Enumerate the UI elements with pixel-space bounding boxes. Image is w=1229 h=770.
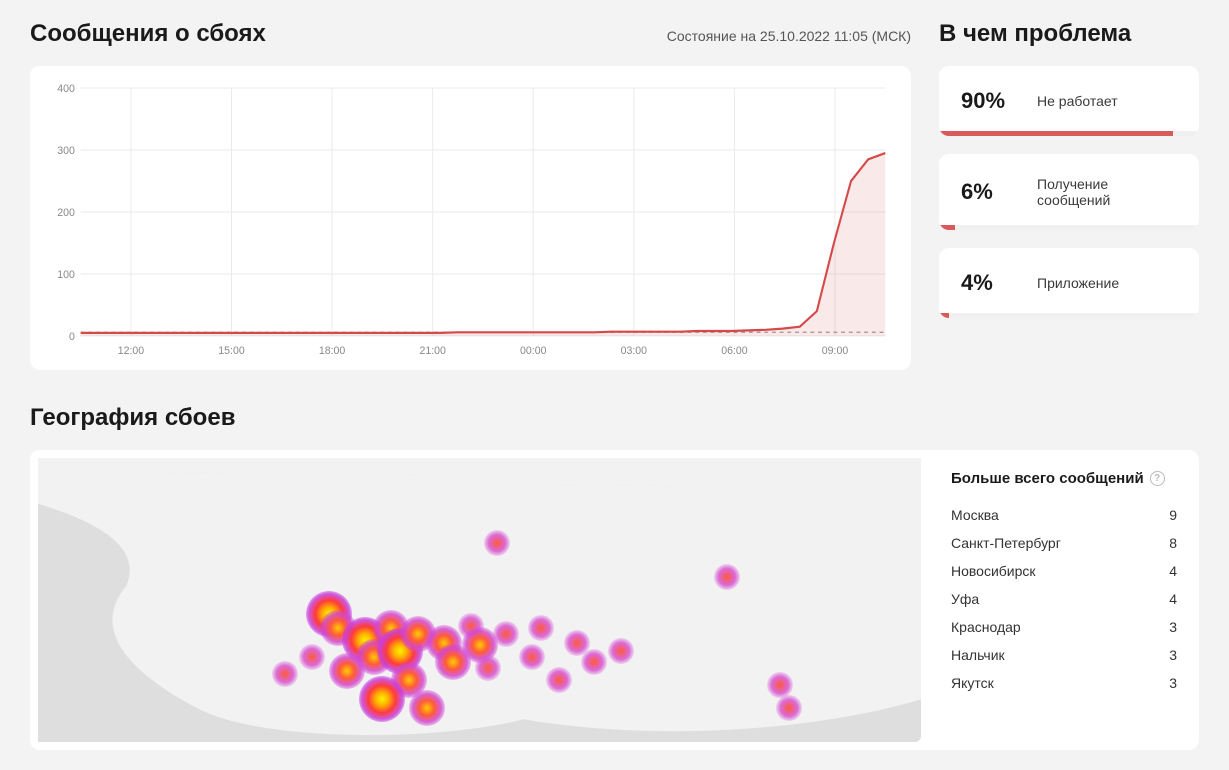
outage-chart: 0 100 200 300 400 12:00 15:00 18:00 21:00 00:00 03… [48, 80, 893, 360]
geo-city-count: 9 [1169, 507, 1177, 523]
svg-text:03:00: 03:00 [621, 345, 647, 357]
heat-dot [475, 655, 501, 681]
problem-bar-track [939, 313, 1199, 318]
svg-text:06:00: 06:00 [721, 345, 747, 357]
svg-text:09:00: 09:00 [822, 345, 848, 357]
heat-dot [409, 690, 445, 726]
heat-dot [519, 644, 545, 670]
problem-percent: 90% [961, 88, 1017, 114]
heat-dot [299, 644, 325, 670]
problem-bar-fill [939, 131, 1173, 136]
geo-city-row[interactable]: Нальчик 3 [951, 641, 1177, 669]
geo-city-count: 8 [1169, 535, 1177, 551]
problem-percent: 4% [961, 270, 1017, 296]
svg-text:18:00: 18:00 [319, 345, 345, 357]
geo-city-name: Санкт-Петербург [951, 535, 1061, 551]
geo-city-row[interactable]: Москва 9 [951, 501, 1177, 529]
problem-label: Получение сообщений [1037, 176, 1177, 208]
heat-dot [272, 661, 298, 687]
problems-title: В чем проблема [939, 20, 1199, 48]
svg-text:300: 300 [57, 145, 75, 157]
heat-dot [493, 621, 519, 647]
geo-city-row[interactable]: Уфа 4 [951, 585, 1177, 613]
geo-city-row[interactable]: Краснодар 3 [951, 613, 1177, 641]
problem-item[interactable]: 6% Получение сообщений [939, 154, 1199, 230]
status-timestamp: Состояние на 25.10.2022 11:05 (МСК) [667, 28, 911, 44]
svg-text:400: 400 [57, 83, 75, 95]
geo-city-name: Уфа [951, 591, 979, 607]
problem-bar-track [939, 131, 1199, 136]
heat-dot [714, 564, 740, 590]
svg-text:100: 100 [57, 269, 75, 281]
geo-city-count: 3 [1169, 675, 1177, 691]
geo-city-name: Нальчик [951, 647, 1005, 663]
heat-dot [329, 653, 365, 689]
problem-item[interactable]: 4% Приложение [939, 248, 1199, 318]
heat-dot [484, 530, 510, 556]
svg-text:0: 0 [69, 331, 75, 343]
geography-list-card: Больше всего сообщений ? Москва 9 Санкт-… [929, 450, 1199, 750]
geo-city-row[interactable]: Новосибирск 4 [951, 557, 1177, 585]
heat-dot [581, 649, 607, 675]
geography-title: География сбоев [30, 404, 1199, 432]
problem-bar-fill [939, 313, 949, 318]
svg-text:00:00: 00:00 [520, 345, 546, 357]
geo-city-row[interactable]: Санкт-Петербург 8 [951, 529, 1177, 557]
geo-city-count: 4 [1169, 563, 1177, 579]
problem-bar-track [939, 225, 1199, 230]
problem-percent: 6% [961, 179, 1017, 205]
heat-dot [359, 676, 405, 722]
heat-dot [776, 695, 802, 721]
geo-city-name: Новосибирск [951, 563, 1036, 579]
geo-city-name: Краснодар [951, 619, 1021, 635]
svg-text:15:00: 15:00 [218, 345, 244, 357]
geo-city-count: 3 [1169, 647, 1177, 663]
problem-item[interactable]: 90% Не работает [939, 66, 1199, 136]
outage-chart-card: 0 100 200 300 400 12:00 15:00 18:00 21:00 00:00 03… [30, 66, 911, 370]
geo-city-name: Якутск [951, 675, 994, 691]
heat-dot [546, 667, 572, 693]
geo-city-name: Москва [951, 507, 999, 523]
geo-city-count: 4 [1169, 591, 1177, 607]
heat-dot [608, 638, 634, 664]
problem-bar-fill [939, 225, 955, 230]
outage-reports-title: Сообщения о сбоях [30, 20, 266, 48]
svg-text:21:00: 21:00 [419, 345, 445, 357]
geography-list-title: Больше всего сообщений [951, 470, 1144, 487]
svg-text:200: 200 [57, 207, 75, 219]
problem-label: Приложение [1037, 275, 1119, 291]
geo-city-count: 3 [1169, 619, 1177, 635]
map-heat-layer [38, 458, 921, 742]
heat-dot [528, 615, 554, 641]
geo-city-row[interactable]: Якутск 3 [951, 669, 1177, 697]
outage-map[interactable] [30, 450, 929, 750]
problem-label: Не работает [1037, 93, 1118, 109]
info-icon[interactable]: ? [1150, 471, 1165, 486]
svg-text:12:00: 12:00 [118, 345, 144, 357]
